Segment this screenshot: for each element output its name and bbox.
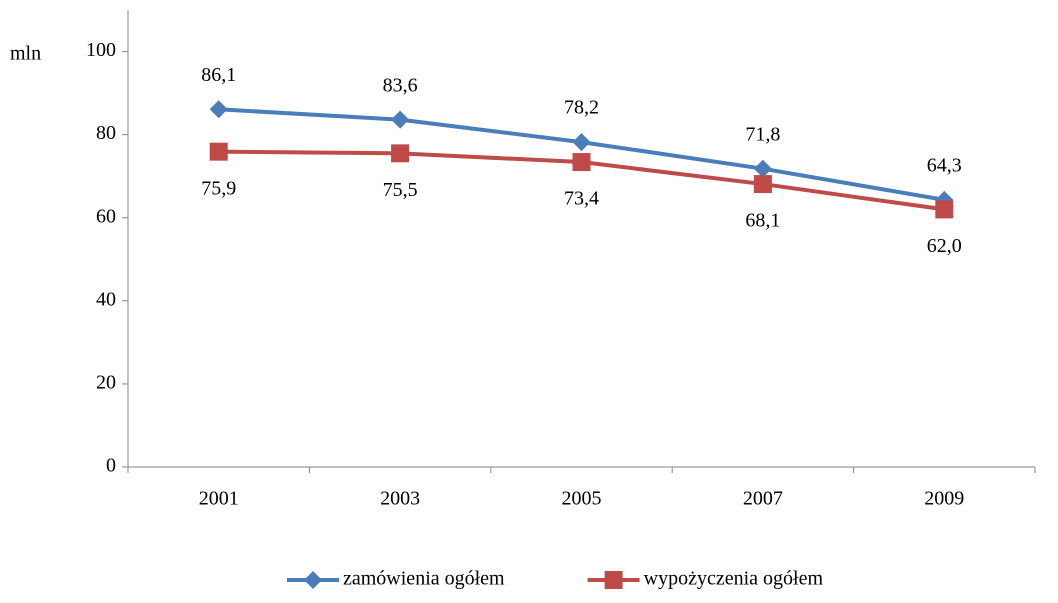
marker [935,200,954,219]
y-tick-label: 0 [106,455,116,477]
data-label: 73,4 [564,188,599,210]
marker [753,175,772,194]
data-label: 68,1 [745,210,780,232]
marker [209,142,228,161]
data-label: 75,9 [201,177,236,199]
legend-label: zamówienia ogółem [343,568,505,590]
marker [391,144,410,163]
data-label: 71,8 [745,123,780,145]
x-tick-label: 2003 [380,488,420,510]
y-tick-label: 80 [96,122,116,144]
data-label: 78,2 [564,97,599,119]
y-tick-label: 60 [96,205,116,227]
marker [209,100,228,119]
marker [391,110,410,129]
y-tick-label: 20 [96,372,116,394]
data-label: 83,6 [383,74,418,96]
y-tick-label: 40 [96,288,116,310]
x-tick-label: 2005 [562,488,602,510]
y-axis-label: mln [10,43,41,65]
legend-label: wypożyczenia ogółem [644,568,824,590]
marker [572,153,591,172]
data-label: 75,5 [383,179,418,201]
marker [604,571,623,589]
x-tick-label: 2001 [199,488,239,510]
data-label: 62,0 [927,235,962,257]
marker [753,159,772,178]
x-tick-label: 2009 [924,488,964,510]
x-tick-label: 2007 [743,488,783,510]
marker [572,133,591,152]
marker [304,571,322,589]
data-label: 64,3 [927,154,962,176]
y-tick-label: 100 [86,39,116,61]
data-label: 86,1 [201,64,236,86]
